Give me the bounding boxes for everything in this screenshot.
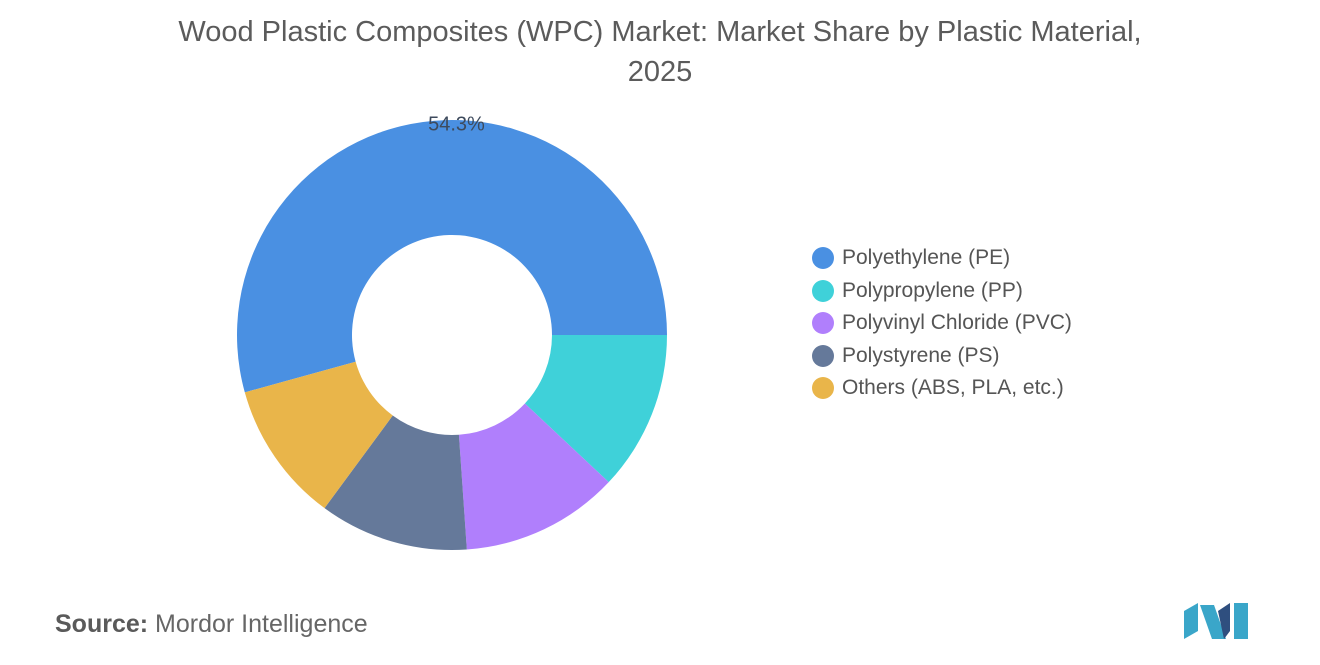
logo-middle-stroke [1218, 603, 1230, 639]
source-label: Source: [55, 610, 149, 638]
legend-label: Polyvinyl Chloride (PVC) [842, 311, 1072, 335]
donut-slice-4 [324, 415, 467, 550]
source-note: Source: Mordor Intelligence [55, 610, 368, 639]
legend-item: Polystyrene (PS) [812, 340, 1072, 373]
donut-slice-2 [524, 335, 667, 483]
chart-title-line-1: Wood Plastic Composites (WPC) Market: Ma… [178, 16, 1142, 48]
legend-label: Polystyrene (PS) [842, 343, 1000, 367]
source-text: Mordor Intelligence [155, 610, 368, 638]
donut-slice-3 [458, 403, 609, 550]
legend-swatch [812, 247, 834, 270]
mordor-intelligence-logo [1184, 603, 1248, 639]
legend-item: Others (ABS, PLA, etc.) [812, 372, 1072, 405]
legend-item: Polyvinyl Chloride (PVC) [812, 307, 1072, 340]
logo-left-stroke [1184, 603, 1198, 639]
chart-legend: Polyethylene (PE) Polypropylene (PP) Polyv… [812, 242, 1072, 405]
legend-item: Polyethylene (PE) [812, 242, 1072, 275]
legend-label: Polyethylene (PE) [842, 246, 1011, 270]
donut-value-labels: 54.3% [428, 114, 485, 136]
chart-title: Wood Plastic Composites (WPC) Market: Ma… [0, 12, 1320, 92]
legend-swatch [812, 344, 834, 367]
logo-diagonal-stroke [1200, 605, 1226, 639]
donut-slice-1 [237, 120, 668, 393]
donut-slices [237, 120, 668, 550]
slice-value-label: 54.3% [428, 114, 485, 136]
legend-swatch [812, 312, 834, 335]
legend-item: Polypropylene (PP) [812, 275, 1072, 308]
legend-label: Polypropylene (PP) [842, 278, 1023, 302]
donut-slice-5 [244, 361, 393, 509]
logo-right-stroke [1234, 603, 1248, 639]
chart-title-line-2: 2025 [627, 56, 693, 88]
legend-swatch [812, 279, 834, 302]
legend-swatch [812, 377, 834, 400]
legend-label: Others (ABS, PLA, etc.) [842, 376, 1064, 400]
